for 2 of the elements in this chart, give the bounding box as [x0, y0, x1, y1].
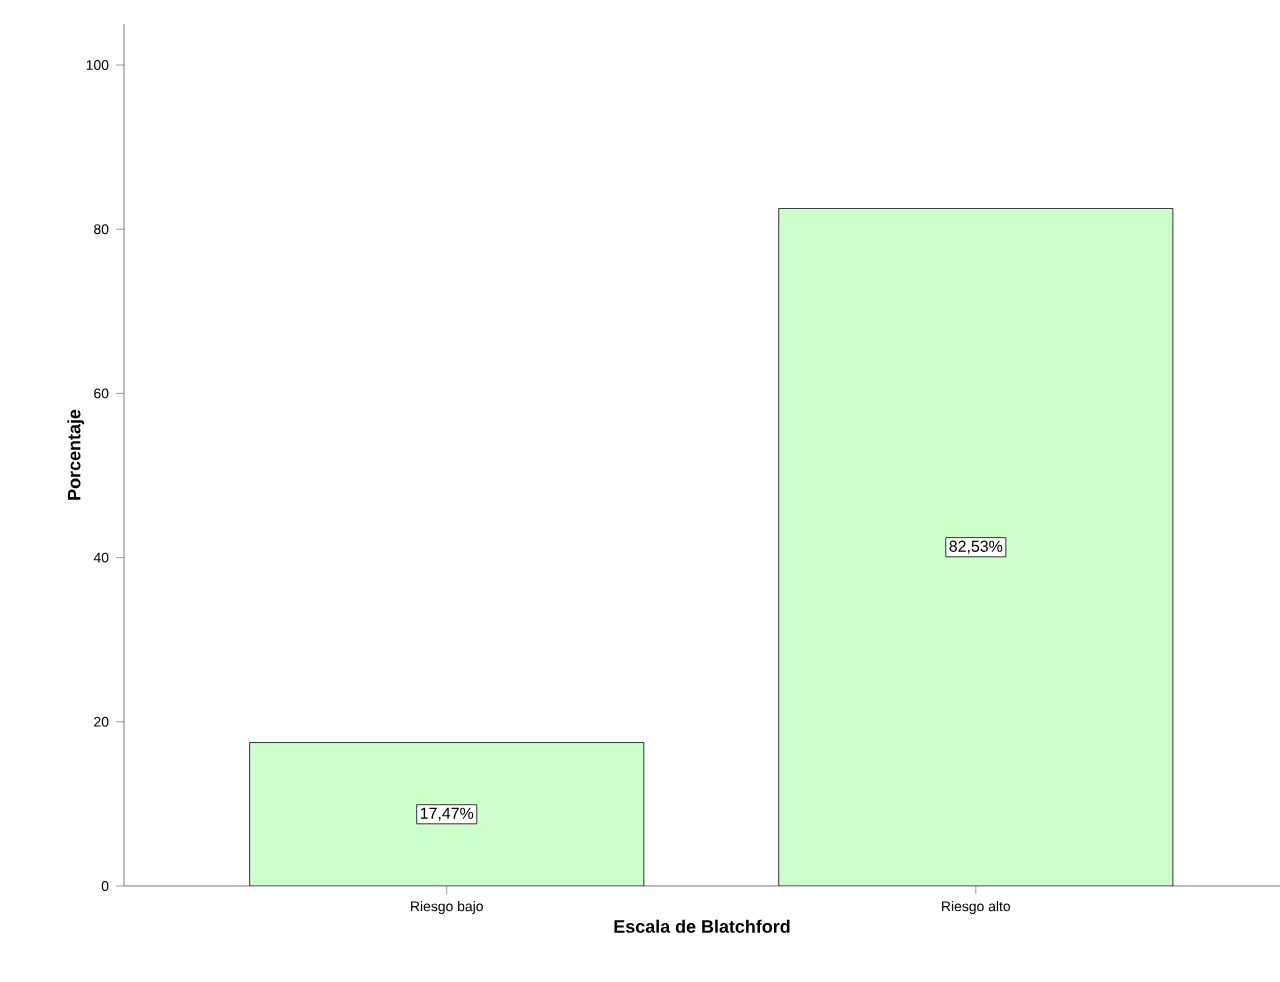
x-axis-title: Escala de Blatchford [614, 919, 790, 933]
y-axis-title: Porcentaje [67, 409, 85, 500]
